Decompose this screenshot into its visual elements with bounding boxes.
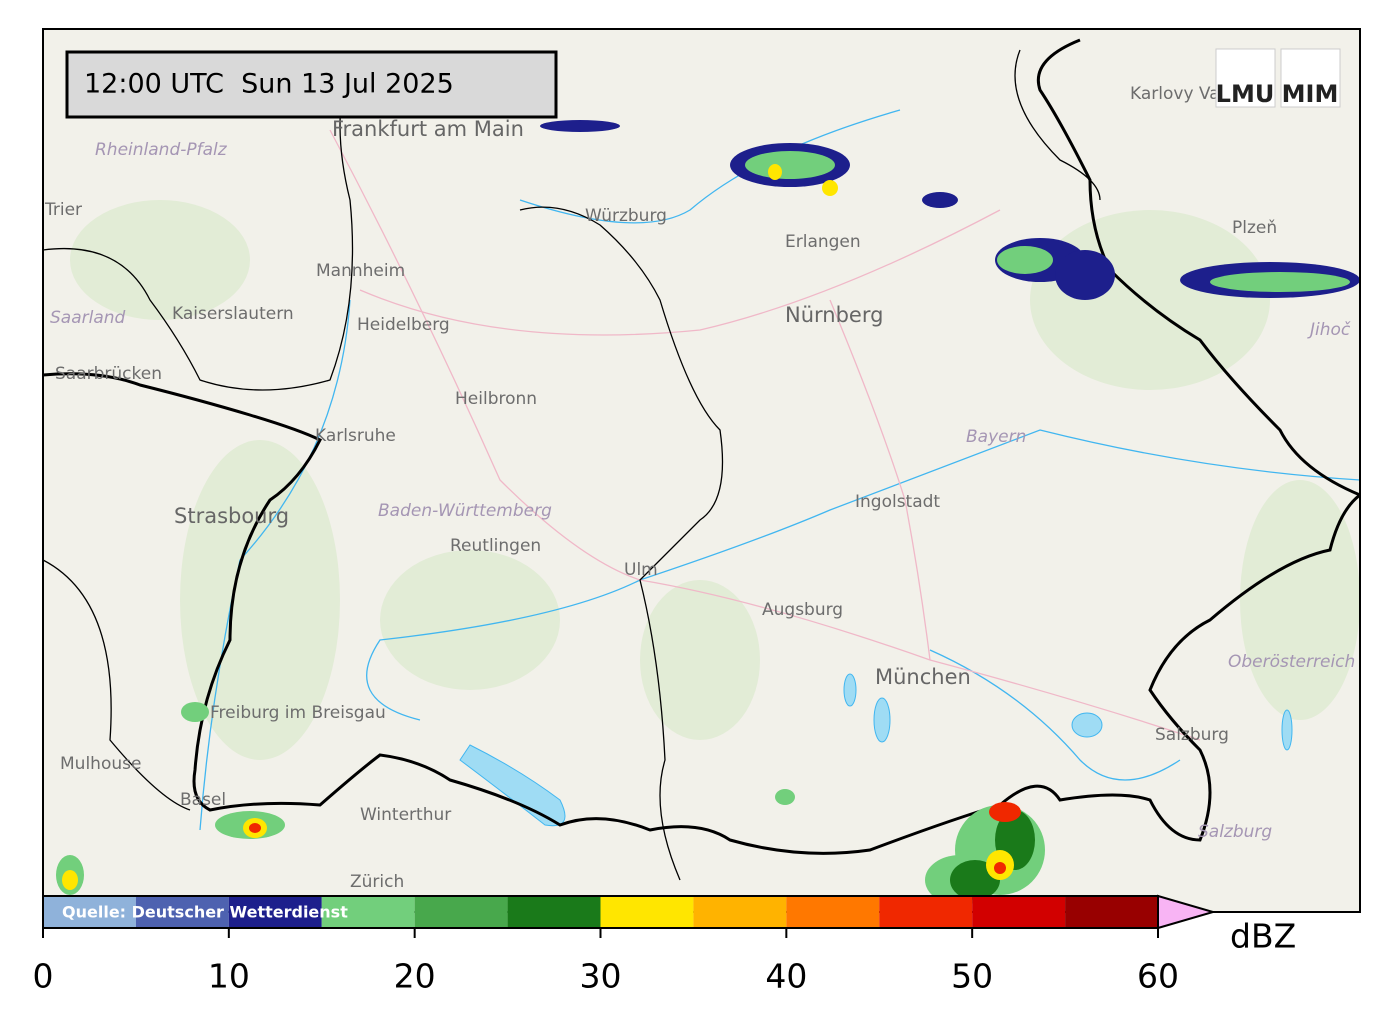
place-label: Nürnberg (785, 303, 883, 327)
place-label: Strasbourg (174, 504, 289, 528)
region-label: Bayern (966, 427, 1026, 447)
colorbar-segment (786, 896, 880, 928)
place-label: München (875, 665, 971, 689)
place-label: Salzburg (1155, 725, 1229, 745)
place-labels: Frankfurt am Main Rheinland-Pfalz Trier … (44, 84, 1355, 892)
place-label: Augsburg (762, 600, 843, 620)
colorbar-tick-label: 10 (208, 957, 250, 996)
colorbar-tick-label: 50 (951, 957, 993, 996)
colorbar-segment (135, 896, 229, 928)
region-label: Salzburg (1198, 822, 1272, 842)
logo-box (1280, 48, 1341, 108)
place-label: Würzburg (585, 206, 667, 226)
place-label: Plzeň (1232, 218, 1277, 238)
place-label: Karlsruhe (315, 426, 396, 446)
place-label: Freiburg im Breisgau (210, 703, 386, 723)
place-label: Winterthur (360, 805, 451, 825)
colorbar-segment (693, 896, 787, 928)
state-borders (43, 49, 1101, 881)
source-credit: Quelle: Deutscher Wetterdienst (62, 903, 348, 922)
colorbar-tick-label: 0 (33, 957, 54, 996)
timestamp: 12:00 UTC Sun 13 Jul 2025 (84, 69, 454, 100)
timestamp-box (65, 50, 558, 119)
place-label: Erlangen (785, 232, 861, 252)
region-label: Saarland (50, 308, 126, 328)
place-label: Karlovy Vary (1130, 84, 1237, 104)
place-label: Frankfurt am Main (332, 117, 524, 141)
colorbar-tick-label: 40 (765, 957, 807, 996)
region-label: Jihoč (1307, 320, 1351, 340)
colorbar-tick-label: 60 (1137, 957, 1179, 996)
logo: LMU (1216, 80, 1275, 108)
colorbar-segment (600, 896, 694, 928)
colorbar-segment (43, 896, 136, 928)
colorbar-segment (414, 896, 508, 928)
colorbar-unit: dBZ (1230, 917, 1296, 956)
logo: MIM (1282, 80, 1339, 108)
colorbar-tick-label: 30 (580, 957, 622, 996)
place-label: Mulhouse (60, 754, 141, 774)
place-label: Trier (44, 200, 82, 220)
map: Frankfurt am Main Rheinland-Pfalz Trier … (43, 29, 1360, 912)
region-label: Baden-Württemberg (378, 501, 552, 521)
place-label: Ulm (624, 560, 658, 580)
place-label: Ingolstadt (855, 492, 940, 512)
place-label: Kaiserslautern (172, 304, 294, 324)
place-label: Basel (180, 790, 226, 810)
place-label: Mannheim (316, 261, 405, 281)
region-label: Rheinland-Pfalz (95, 140, 228, 160)
place-label: Heidelberg (357, 315, 450, 335)
colorbar-segment (972, 896, 1066, 928)
place-label: Saarbrücken (55, 364, 162, 384)
place-label: Heilbronn (455, 389, 537, 409)
radar-echoes (56, 120, 1360, 905)
lakes (459, 673, 1293, 827)
logo-box (1215, 48, 1276, 108)
colorbar-tick-label: 20 (394, 957, 436, 996)
colorbar-segment (321, 896, 415, 928)
colorbar-segment (1065, 896, 1158, 928)
forest-areas (70, 200, 1360, 760)
place-label: Zürich (350, 872, 404, 892)
region-label: Oberösterreich (1228, 652, 1355, 672)
colorbar-segment (507, 896, 601, 928)
colorbar-segment (879, 896, 973, 928)
colorbar-segment (228, 896, 322, 928)
colorbar: 0 10 20 30 40 50 60 dBZ (33, 894, 1296, 996)
place-label: Reutlingen (450, 536, 541, 556)
